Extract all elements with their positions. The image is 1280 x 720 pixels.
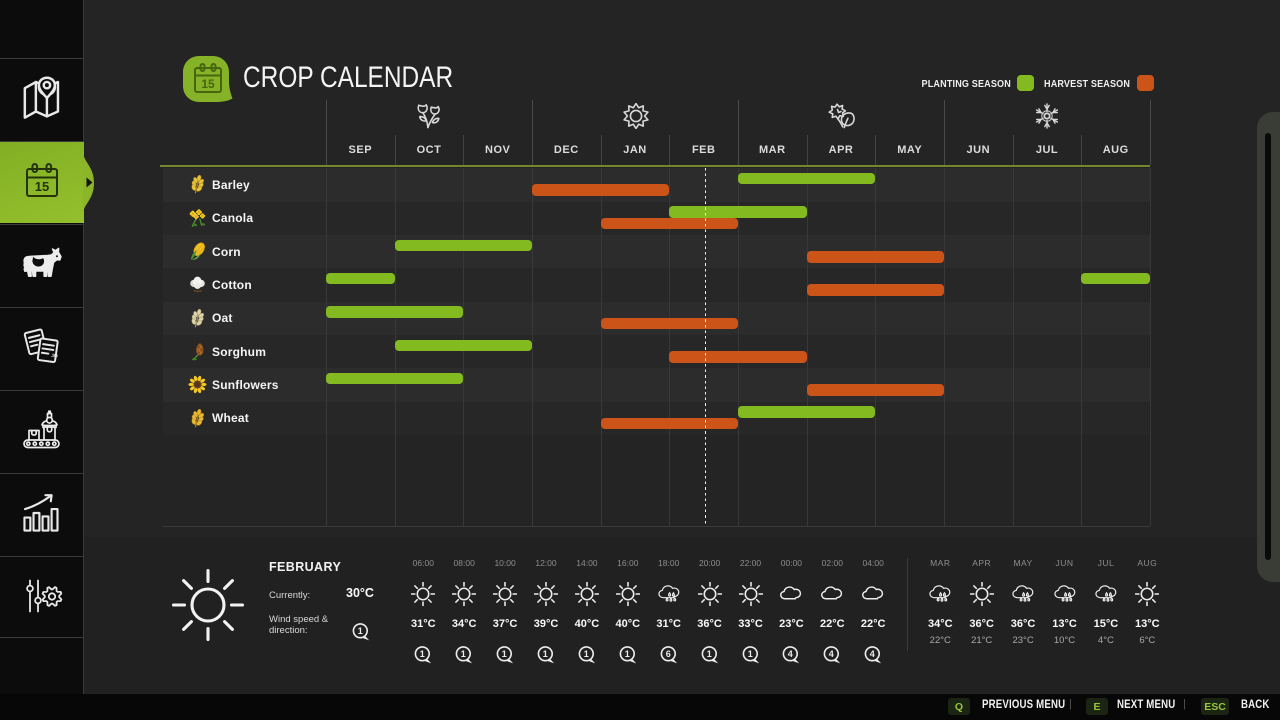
svg-text:4: 4 (829, 649, 834, 659)
svg-text:1: 1 (420, 649, 425, 659)
svg-text:4: 4 (870, 649, 875, 659)
svg-text:15: 15 (34, 179, 48, 194)
svg-text:1: 1 (461, 649, 466, 659)
svg-text:1: 1 (543, 649, 548, 659)
svg-text:1: 1 (502, 649, 507, 659)
svg-text:4: 4 (788, 649, 793, 659)
svg-text:1: 1 (706, 649, 711, 659)
svg-text:15: 15 (201, 77, 215, 91)
svg-text:1: 1 (625, 649, 630, 659)
svg-text:1: 1 (747, 649, 752, 659)
svg-text:.99: .99 (50, 353, 58, 360)
svg-text:1: 1 (358, 626, 363, 636)
svg-text:1: 1 (584, 649, 589, 659)
svg-text:6: 6 (665, 649, 670, 659)
